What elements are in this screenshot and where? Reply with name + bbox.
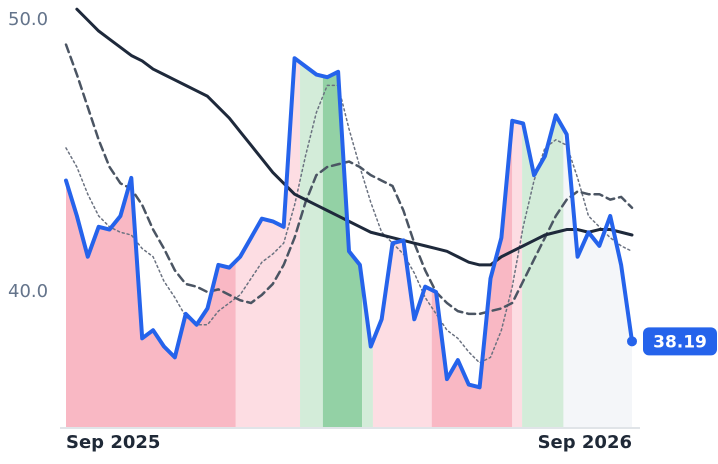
last-value-label: 38.19 xyxy=(653,332,707,352)
last-point xyxy=(627,336,637,347)
zone xyxy=(512,58,523,427)
zone xyxy=(322,58,363,427)
series-line xyxy=(64,43,634,316)
zone xyxy=(300,58,323,427)
x-tick-label: Sep 2025 xyxy=(66,432,160,453)
zone xyxy=(362,58,373,427)
zone xyxy=(66,58,236,427)
last-value-badge xyxy=(643,327,717,356)
zone xyxy=(235,58,301,427)
y-tick-label: 50.0 xyxy=(8,9,48,30)
y-tick-label: 40.0 xyxy=(8,281,48,302)
series-line xyxy=(64,56,634,390)
series-line xyxy=(75,7,634,267)
zone xyxy=(372,58,432,427)
x-tick-label: Sep 2026 xyxy=(538,432,632,453)
